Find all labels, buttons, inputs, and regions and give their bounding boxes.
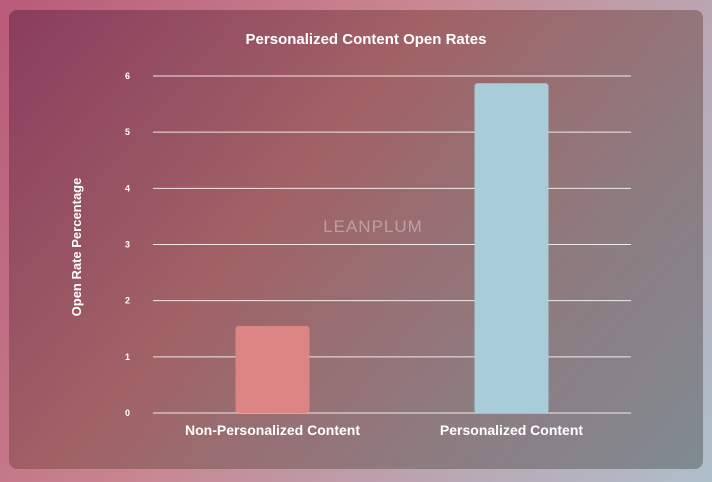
y-tick-labels: 0 1 2 3 4 5 6 [125, 71, 130, 418]
bar-personalized [474, 83, 549, 413]
gridlines [153, 75, 631, 414]
chart-title: Personalized Content Open Rates [246, 31, 487, 48]
y-tick-label: 2 [125, 296, 130, 306]
y-tick-label: 3 [125, 240, 130, 250]
x-category-label: Personalized Content [440, 422, 583, 438]
y-tick-label: 6 [125, 71, 130, 81]
y-tick-label: 4 [125, 183, 130, 193]
y-tick-label: 0 [125, 408, 130, 418]
x-category-labels: Non-Personalized Content Personalized Con… [185, 422, 583, 438]
bars [235, 83, 549, 413]
y-axis-label: Open Rate Percentage [69, 178, 84, 317]
watermark-logo: LEANPLUM [323, 217, 423, 236]
bar-non-personalized [235, 325, 310, 413]
chart-card: Personalized Content Open Rates Open Rat… [9, 10, 703, 469]
x-category-label: Non-Personalized Content [185, 422, 360, 438]
bar-chart: Personalized Content Open Rates Open Rat… [69, 31, 631, 438]
y-tick-label: 1 [125, 352, 130, 362]
y-tick-label: 5 [125, 127, 130, 137]
